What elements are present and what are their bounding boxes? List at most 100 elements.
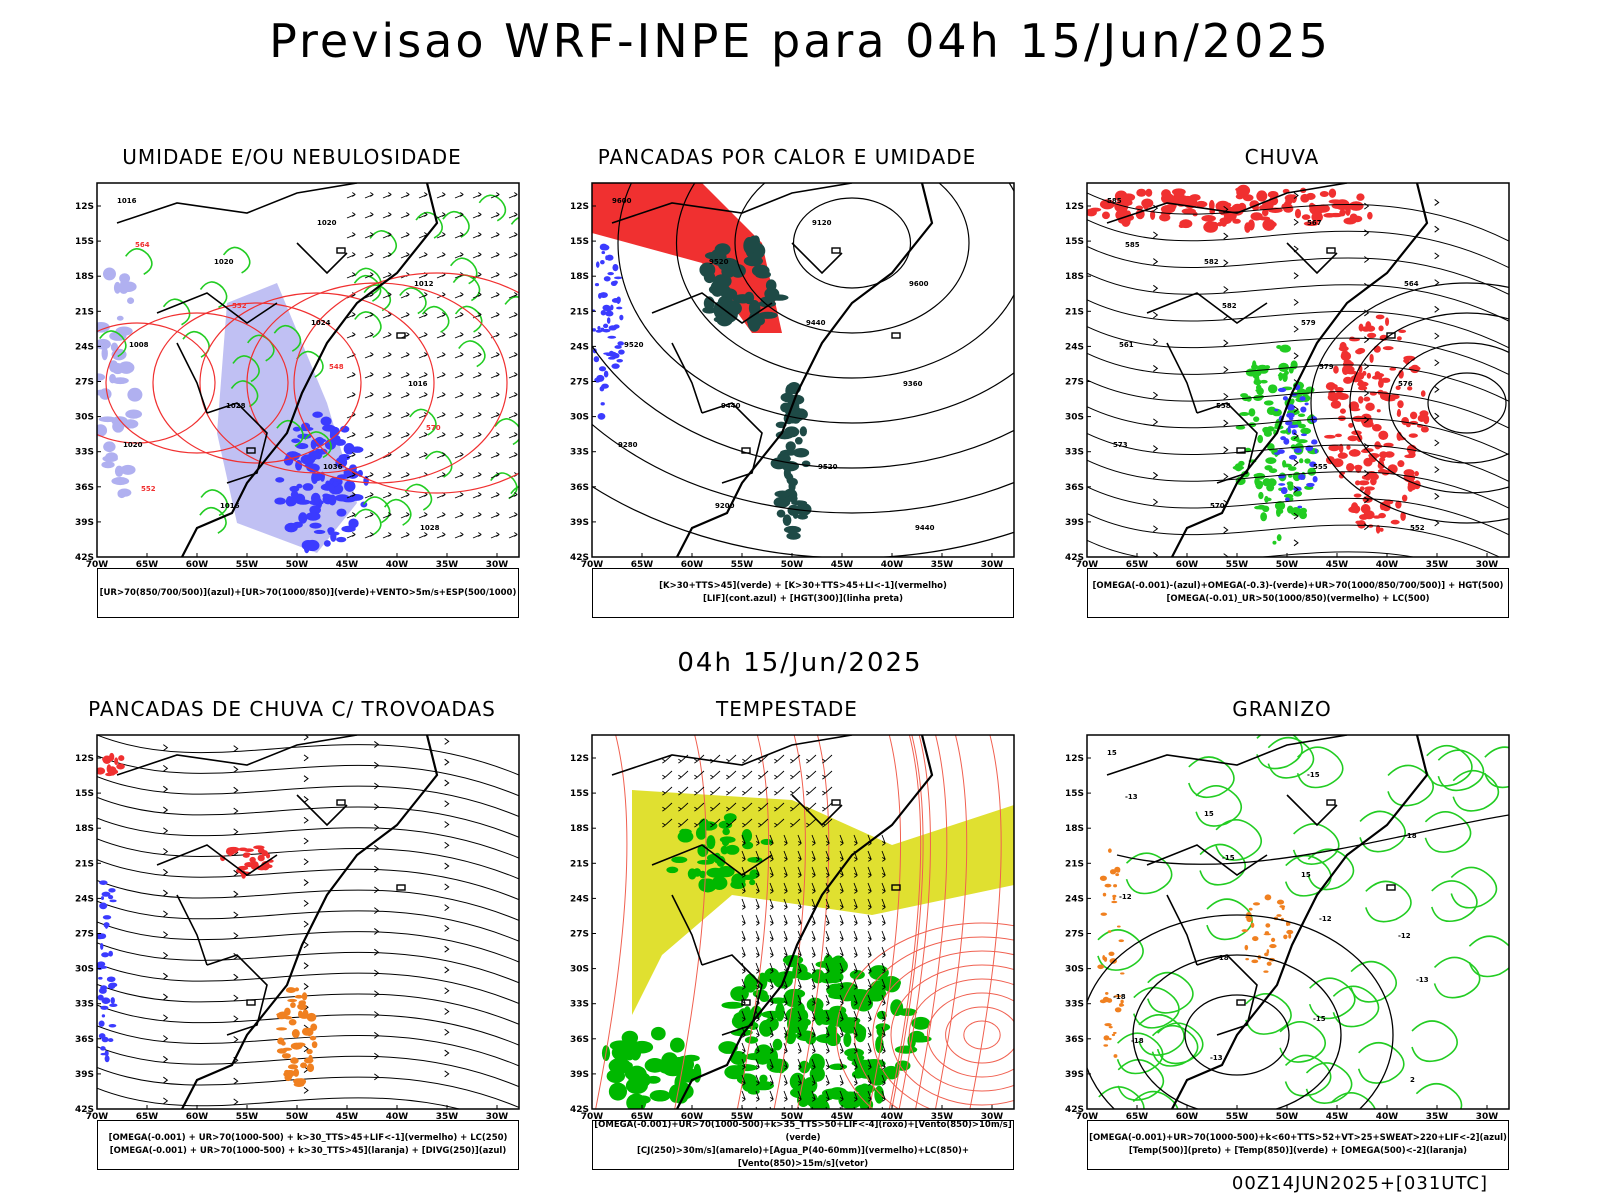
lake (246, 999, 256, 1006)
wind-vector (797, 978, 802, 990)
wind-vector (364, 452, 374, 459)
streamline-850 (868, 735, 901, 1109)
strong-wind-area (659, 1066, 681, 1075)
strong-wind-area (783, 989, 802, 1008)
wind-vector (769, 1074, 774, 1086)
wind-vector (811, 1010, 816, 1022)
wind-vector (678, 818, 689, 828)
wind-vector (797, 962, 802, 974)
streamline-arrow (1434, 199, 1440, 206)
instability-area (774, 498, 785, 505)
contour-line (1184, 994, 1290, 1076)
wind-vector (418, 192, 428, 199)
wind-vector (346, 432, 356, 439)
instability-area (795, 502, 812, 516)
humidity-contour (363, 284, 392, 312)
rain-area (1375, 524, 1381, 534)
humidity-area (127, 297, 135, 304)
wind-vector (811, 930, 816, 942)
wind-vector (867, 946, 872, 958)
country-border (296, 794, 348, 827)
contour-label: 9600 (612, 197, 632, 205)
contour-label: -15 (1307, 771, 1320, 779)
lat-tick-label: 21S (1065, 859, 1084, 869)
lon-tick-label: 40W (1376, 560, 1399, 570)
wind-vector (346, 272, 356, 279)
lon-tick-label: 55W (236, 560, 259, 570)
wind-vector (472, 232, 482, 239)
humidity-contour (273, 324, 302, 352)
wind-vector (694, 770, 705, 780)
wind-vector (346, 532, 356, 539)
streamline-arrow (374, 969, 380, 977)
wind-vector (811, 834, 816, 846)
shower-area (306, 1063, 315, 1073)
divergence-area (99, 880, 108, 885)
legend-line: [CJ(250)>30m/s](amarelo)+[Agua_P(40-60mm… (636, 1146, 970, 1169)
wind-vector (755, 1058, 760, 1070)
divergence-area (102, 915, 112, 920)
shower-area (293, 1082, 305, 1087)
lake (831, 247, 841, 254)
contour-label: 1008 (129, 341, 149, 349)
wind-vector (436, 472, 446, 479)
lake (1326, 799, 1336, 806)
lat-tick-label: 42S (570, 1105, 589, 1115)
wind-vector (454, 372, 464, 379)
wind-vector (662, 786, 673, 796)
rain-area (1407, 483, 1414, 492)
rain-intense-area (1262, 505, 1270, 513)
humidity-area (110, 342, 119, 352)
coastline (1171, 735, 1429, 1109)
humidity-high-area (329, 426, 340, 437)
wind-vector (769, 1058, 774, 1070)
lat-tick-label: 39S (75, 1070, 94, 1080)
omega-area (1105, 992, 1109, 995)
shower-area (287, 998, 298, 1003)
streamline-arrow (303, 941, 309, 949)
wind-vector (436, 392, 446, 399)
lat-tick-label: 39S (570, 518, 589, 528)
wind-vector (811, 1090, 816, 1102)
humidity-high-area (320, 416, 332, 426)
streamline-arrow (1223, 419, 1229, 427)
temp-850-contour (1332, 985, 1380, 1028)
temp-850-contour (1387, 764, 1434, 807)
humidity-high-area (305, 539, 320, 552)
temp-850-contour (1284, 1054, 1332, 1097)
omega-area (1265, 923, 1271, 928)
contour-line (963, 1020, 1001, 1050)
streamline-arrow (1153, 231, 1159, 239)
instability-area (786, 532, 801, 540)
wind-vector (797, 914, 802, 926)
wind-vector (454, 412, 464, 419)
map-frame: 585 582 579 576 573 570 567 564 561 558 555 552 585 5… (1065, 182, 1510, 570)
streamline-arrow (1153, 391, 1159, 399)
omega-area (1102, 996, 1110, 1003)
wind-vector (508, 532, 518, 539)
wind-vector (806, 754, 817, 764)
wind-vector (490, 372, 500, 379)
wind-vector (853, 1090, 858, 1102)
streamline-arrow (1293, 539, 1299, 547)
strong-wind-area (759, 1074, 768, 1083)
strong-wind-area (769, 997, 787, 1004)
wind-vector (508, 312, 518, 319)
omega-area (1114, 866, 1121, 873)
wind-vector (755, 850, 760, 862)
temp-850-contour (1147, 971, 1194, 1014)
streamline-arrow (1153, 498, 1159, 506)
wind-vector (436, 372, 446, 379)
wind-vector (790, 818, 801, 828)
streamline-850 (736, 735, 770, 1109)
shower-area (306, 1012, 317, 1022)
rain-area (1261, 208, 1269, 217)
lon-tick-label: 65W (1126, 1112, 1149, 1122)
wind-vector (867, 1042, 872, 1054)
humidity-contour (458, 340, 486, 368)
strong-wind-area (846, 1017, 861, 1025)
country-border (206, 402, 268, 484)
lat-tick-label: 36S (1065, 483, 1084, 493)
lon-tick-label: 40W (881, 1112, 904, 1122)
lon-tick-label: 55W (1226, 560, 1249, 570)
